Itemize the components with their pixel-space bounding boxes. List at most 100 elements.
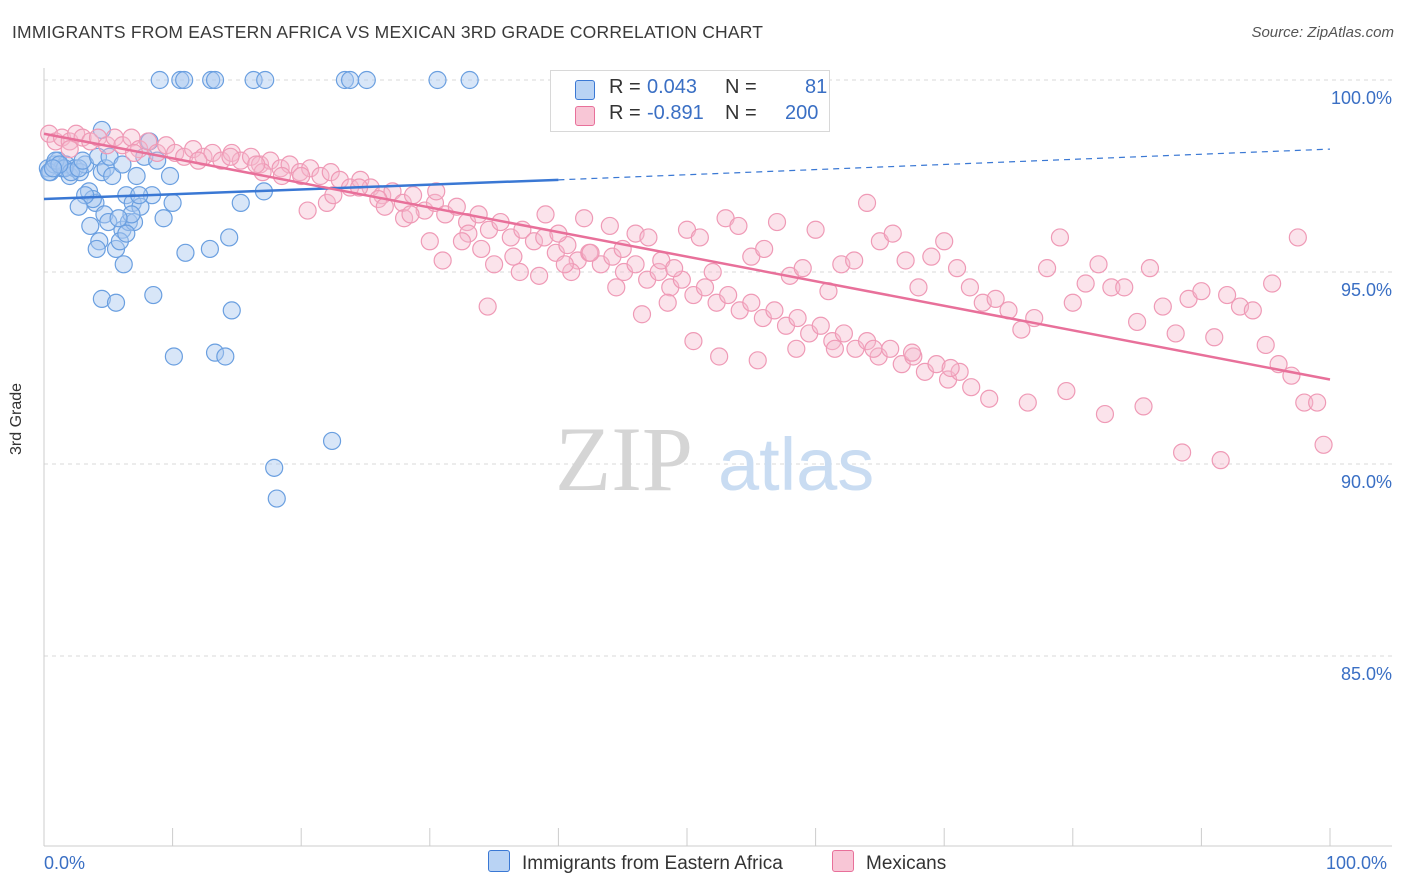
pink-point	[1127, 312, 1147, 332]
pink-point	[272, 166, 292, 186]
pink-point	[1140, 259, 1160, 278]
blue-point	[99, 212, 118, 232]
blue-point	[256, 70, 275, 90]
pink-point	[575, 209, 594, 228]
blue-point	[87, 239, 106, 259]
blue-point	[357, 70, 376, 90]
blue-point	[335, 70, 355, 90]
pink-point	[1166, 324, 1185, 343]
pink-point	[1063, 293, 1082, 312]
pink-point	[189, 151, 208, 170]
blue-point	[109, 209, 128, 228]
pink-point	[909, 278, 928, 297]
pink-point	[1173, 443, 1192, 462]
blue-point	[106, 293, 126, 312]
pink-point	[1282, 366, 1301, 385]
pink-point	[935, 232, 954, 251]
pink-point	[902, 343, 922, 362]
pink-point	[883, 224, 902, 243]
pink-point	[1037, 259, 1057, 278]
legend-blue-swatch	[488, 850, 510, 872]
legend-blue-label: Immigrants from Eastern Africa	[522, 853, 783, 874]
pink-point	[478, 297, 497, 316]
pink-point	[864, 339, 883, 358]
pink-point	[184, 140, 203, 159]
blue-point	[200, 239, 219, 259]
watermark-atlas: atlas	[718, 423, 874, 506]
blue-n-label: N =	[725, 76, 757, 98]
pink-point	[1308, 393, 1327, 412]
blue-point	[340, 70, 360, 90]
pink-point	[793, 259, 812, 278]
legend-item-blue: Immigrants from Eastern Africa	[488, 850, 783, 876]
blue-point	[322, 431, 342, 451]
blue-point	[69, 197, 88, 216]
pink-point	[980, 389, 999, 408]
series-pink-points	[40, 124, 1333, 470]
pink-point	[1057, 381, 1076, 401]
pink-point	[524, 232, 544, 251]
x-tick-left: 0.0%	[44, 853, 86, 873]
pink-point	[292, 166, 311, 186]
pink-point	[1018, 393, 1037, 412]
pink-point	[896, 251, 915, 270]
pink-point	[729, 216, 748, 236]
blue-point	[150, 70, 169, 90]
pink-point	[1314, 435, 1333, 454]
blue-point	[205, 343, 225, 362]
pink-point	[433, 251, 452, 270]
pink-point	[600, 216, 619, 236]
blue-point	[164, 347, 183, 366]
pink-point	[639, 228, 658, 247]
pink-point	[986, 289, 1005, 308]
blue-point	[92, 289, 111, 308]
pink-point	[1205, 328, 1224, 347]
pink-point	[632, 305, 652, 324]
blue-point	[460, 70, 479, 90]
pink-point	[427, 182, 446, 201]
pink-point	[806, 220, 825, 239]
pink-n-value: 200	[785, 102, 819, 124]
stats-box: R = 0.043 N = 81 R = -0.891 N = 200	[550, 70, 830, 132]
blue-point	[428, 70, 447, 90]
blue-swatch	[575, 80, 595, 100]
pink-point	[403, 186, 423, 205]
pink-point	[787, 339, 806, 358]
pink-point	[755, 239, 774, 259]
pink-point	[311, 166, 330, 186]
legend-item-pink: Mexicans	[832, 850, 946, 876]
pink-point	[719, 285, 738, 305]
blue-point	[176, 243, 195, 262]
pink-point	[788, 308, 807, 328]
pink-point	[703, 262, 722, 282]
pink-point	[472, 239, 491, 259]
pink-point	[767, 212, 787, 232]
pink-point	[710, 347, 729, 366]
pink-point	[665, 259, 684, 278]
pink-point	[658, 293, 677, 312]
blue-point	[127, 166, 146, 186]
blue-point	[43, 159, 63, 178]
pink-point	[684, 332, 703, 351]
pink-point	[452, 232, 472, 251]
legend-pink-label: Mexicans	[866, 853, 947, 874]
y-tick-label: 100.0%	[1331, 88, 1392, 108]
pink-trend-line	[43, 132, 1331, 381]
pink-point	[947, 259, 967, 278]
pink-point	[1050, 228, 1070, 247]
pink-point	[922, 247, 941, 266]
pink-point	[742, 293, 761, 312]
pink-point	[1243, 301, 1262, 320]
pink-point	[765, 301, 784, 320]
pink-point	[530, 266, 549, 285]
blue-point	[231, 193, 250, 212]
pink-point	[950, 362, 969, 381]
pink-point	[212, 151, 231, 170]
pink-point	[420, 232, 439, 251]
blue-point	[171, 70, 190, 90]
pink-point	[927, 355, 946, 374]
blue-point	[163, 193, 182, 212]
blue-point	[267, 489, 286, 508]
pink-point	[1218, 285, 1237, 305]
